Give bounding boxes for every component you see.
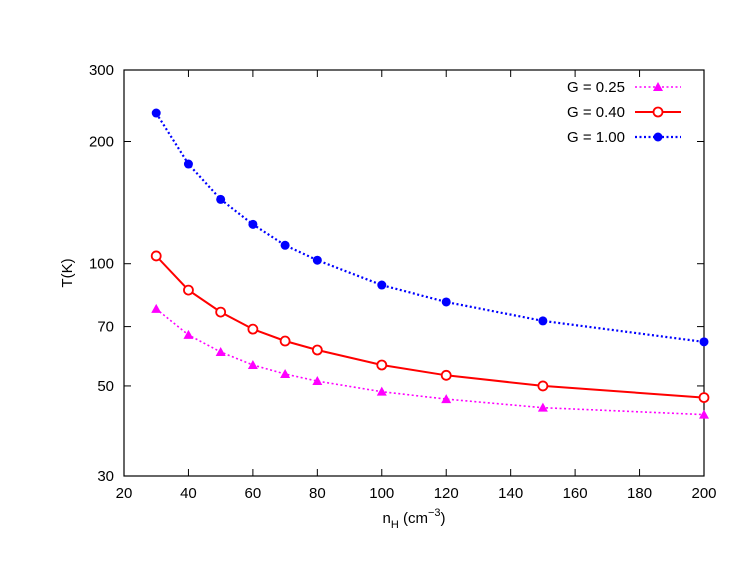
- data-point: [280, 240, 290, 250]
- legend-item: G = 0.40: [567, 104, 681, 121]
- data-point: [279, 335, 291, 347]
- x-tick-label: 160: [563, 485, 588, 502]
- data-point: [441, 297, 451, 307]
- x-tick-label: 200: [691, 485, 716, 502]
- data-point: [280, 368, 291, 378]
- data-point: [312, 376, 323, 386]
- x-axis: 20 40 60 80 100 120 140 160 180 200: [116, 70, 717, 502]
- legend-marker: [653, 82, 663, 91]
- legend-marker: [653, 132, 663, 142]
- legend-item: G = 1.00: [567, 129, 681, 146]
- data-point: [312, 255, 322, 265]
- data-point: [215, 306, 227, 318]
- data-point: [216, 194, 226, 204]
- data-point: [376, 359, 388, 371]
- y-tick-label: 200: [89, 133, 114, 150]
- legend-marker: [652, 106, 664, 118]
- legend-item: G = 0.25: [567, 79, 681, 96]
- y-axis-label: T(K): [59, 258, 76, 287]
- x-tick-label: 100: [369, 485, 394, 502]
- data-point: [183, 284, 194, 296]
- data-point: [538, 316, 548, 326]
- data-point: [151, 108, 161, 118]
- legend: G = 0.25 G = 0.40 G = 1.00: [567, 79, 681, 146]
- y-tick-label: 70: [97, 319, 114, 336]
- x-tick-label: 80: [309, 485, 326, 502]
- data-point: [699, 409, 709, 419]
- x-tick-label: 180: [627, 485, 652, 502]
- series-line: [155, 255, 705, 399]
- data-point: [215, 347, 226, 357]
- data-point: [183, 159, 193, 169]
- legend-label: G = 1.00: [567, 129, 625, 146]
- series-line: [155, 112, 705, 343]
- data-point: [377, 280, 387, 290]
- data-point: [440, 369, 452, 381]
- y-tick-label: 50: [97, 378, 114, 395]
- series-g-0-40: [150, 250, 710, 403]
- y-tick-label: 300: [89, 62, 114, 79]
- data-point: [537, 380, 549, 392]
- x-tick-label: 40: [180, 485, 197, 502]
- data-point: [183, 329, 194, 339]
- y-tick-label: 100: [89, 256, 114, 273]
- series-g-0-25: [151, 303, 709, 419]
- data-point: [150, 250, 162, 262]
- x-axis-label: nH (cm−3): [382, 507, 445, 531]
- x-tick-label: 120: [434, 485, 459, 502]
- data-point: [247, 323, 259, 335]
- data-point: [311, 344, 323, 356]
- series-line: [155, 308, 705, 416]
- data-point: [376, 386, 387, 396]
- plot-border: [123, 69, 705, 477]
- series-layer: [150, 108, 710, 419]
- data-point: [699, 337, 709, 347]
- x-tick-label: 60: [245, 485, 262, 502]
- data-point: [247, 360, 258, 370]
- legend-label: G = 0.25: [567, 79, 625, 96]
- y-tick-label: 30: [97, 468, 114, 485]
- legend-label: G = 0.40: [567, 104, 625, 121]
- data-point: [151, 303, 162, 313]
- plot-frame: [123, 69, 705, 477]
- y-axis: 30 50 70 100 200 300: [89, 62, 704, 485]
- data-point: [698, 392, 710, 403]
- data-point: [537, 402, 548, 412]
- x-tick-label: 140: [498, 485, 523, 502]
- data-point: [441, 394, 452, 404]
- data-point: [248, 219, 258, 229]
- series-g-1-00: [151, 108, 709, 347]
- x-tick-label: 20: [116, 485, 133, 502]
